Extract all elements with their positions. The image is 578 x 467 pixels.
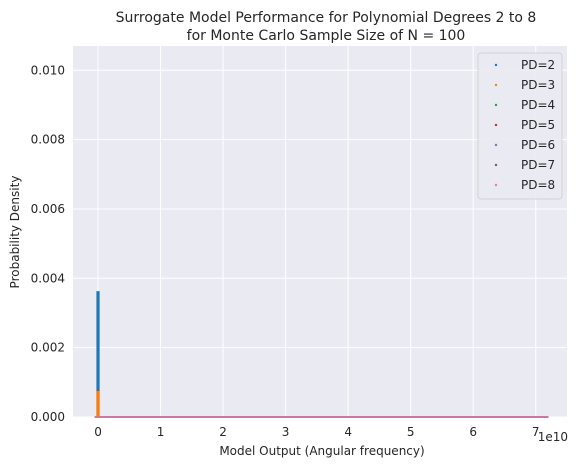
- x-tick-label: 4: [344, 425, 352, 439]
- y-tick-label: 0.010: [31, 63, 65, 77]
- chart-title-line-1: Surrogate Model Performance for Polynomi…: [116, 10, 537, 26]
- x-offset-label: 1e10: [538, 430, 568, 444]
- legend: PD=2 PD=3 PD=4 PD=5 PD=6 PD=7 PD=8: [477, 52, 563, 200]
- y-tick-label: 0.000: [31, 410, 65, 424]
- legend-marker: [494, 123, 498, 127]
- x-tick-label: 5: [407, 425, 415, 439]
- y-tick-labels: 0.000 0.002 0.004 0.006 0.008 0.010: [31, 63, 65, 424]
- y-tick-label: 0.002: [31, 341, 65, 355]
- x-tick-label: 1: [157, 425, 165, 439]
- x-tick-label: 2: [219, 425, 227, 439]
- legend-marker: [494, 183, 498, 187]
- legend-label: PD=6: [521, 138, 555, 152]
- x-axis-label: Model Output (Angular frequency): [219, 444, 424, 458]
- y-axis-label: Probability Density: [8, 176, 22, 289]
- legend-marker: [494, 103, 498, 107]
- legend-marker: [494, 143, 498, 147]
- legend-label: PD=2: [521, 58, 555, 72]
- y-tick-label: 0.004: [31, 271, 65, 285]
- legend-label: PD=5: [521, 118, 555, 132]
- legend-label: PD=7: [521, 158, 555, 172]
- y-tick-label: 0.008: [31, 133, 65, 147]
- y-tick-label: 0.006: [31, 202, 65, 216]
- grid: [73, 46, 567, 418]
- legend-marker: [494, 83, 498, 87]
- legend-label: PD=3: [521, 78, 555, 92]
- legend-box: [477, 52, 563, 200]
- data-marks: [94, 291, 549, 418]
- x-tick-label: 6: [469, 425, 477, 439]
- x-tick-label: 3: [282, 425, 290, 439]
- series-spike: [96, 291, 100, 417]
- x-tick-labels: 0 1 2 3 4 5 6 7: [94, 425, 539, 439]
- chart-title-line-2: for Monte Carlo Sample Size of N = 100: [187, 28, 466, 44]
- x-tick-label: 0: [94, 425, 102, 439]
- legend-marker: [494, 63, 498, 67]
- series-spike: [96, 390, 100, 417]
- legend-label: PD=4: [521, 98, 555, 112]
- legend-label: PD=8: [521, 178, 555, 192]
- legend-marker: [494, 163, 498, 167]
- x-tick-label: 7: [532, 425, 540, 439]
